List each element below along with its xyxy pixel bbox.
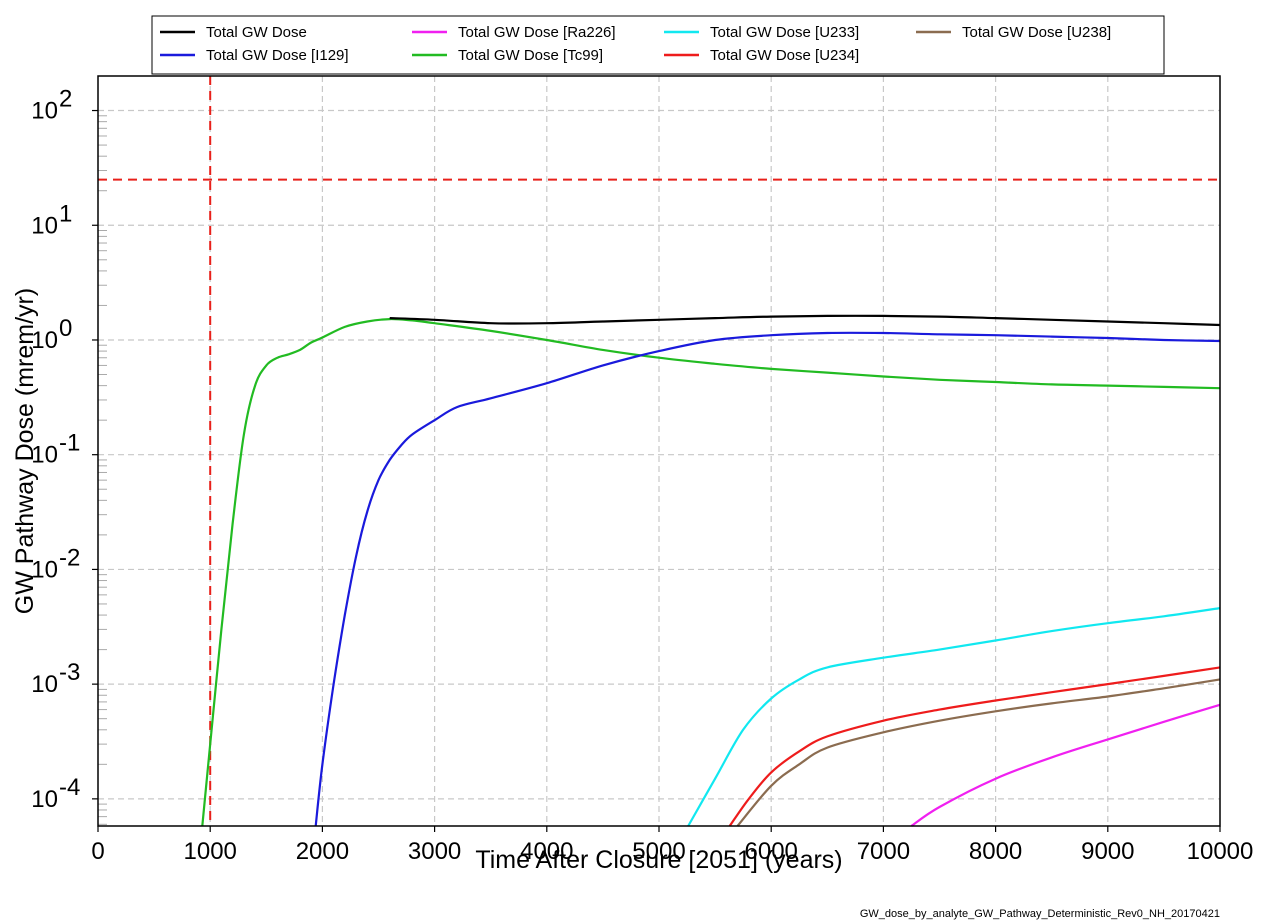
x-tick-label: 10000: [1187, 838, 1254, 865]
x-tick-label: 5000: [632, 838, 685, 865]
series-group: [201, 314, 1221, 827]
y-tick-label: 10: [31, 442, 58, 469]
y-tick-exponent: 0: [59, 315, 72, 342]
x-axis-title: Time After Closure [2051] (years): [475, 846, 842, 874]
x-tick-label: 0: [91, 838, 104, 865]
legend-label: Total GW Dose [U234]: [710, 47, 859, 64]
legend-label: Total GW Dose [Tc99]: [458, 47, 603, 64]
y-axis-title: GW Pathway Dose (mrem/yr): [11, 288, 39, 614]
y-tick-label: 10: [31, 786, 58, 813]
y-tick-label: 10: [31, 556, 58, 583]
x-tick-label: 7000: [857, 838, 910, 865]
y-tick-exponent: -4: [59, 774, 80, 801]
legend-label: Total GW Dose [U233]: [710, 24, 859, 41]
y-tick-exponent: -2: [59, 544, 80, 571]
x-tick-label: 3000: [408, 838, 461, 865]
reference-lines: [98, 76, 1220, 826]
y-minor-ticks: [98, 115, 107, 825]
series-line: [687, 607, 1221, 827]
footer-filename: GW_dose_by_analyte_GW_Pathway_Determinis…: [860, 908, 1220, 920]
series-line: [736, 678, 1221, 827]
y-tick-label: 10: [31, 671, 58, 698]
x-tick-label: 9000: [1081, 838, 1134, 865]
series-line: [314, 331, 1221, 827]
series-line: [910, 703, 1221, 827]
series-line: [389, 314, 1221, 327]
legend-box: [151, 15, 1165, 75]
x-tick-label: 2000: [296, 838, 349, 865]
y-tick-exponent: 1: [59, 200, 72, 227]
x-tick-label: 4000: [520, 838, 573, 865]
x-tick-label: 6000: [745, 838, 798, 865]
series-line: [728, 666, 1221, 827]
legend-label: Total GW Dose [U238]: [962, 24, 1111, 41]
y-tick-exponent: 2: [59, 86, 72, 113]
legend-label: Total GW Dose [Ra226]: [458, 24, 616, 41]
grid: [98, 76, 1220, 826]
y-tick-exponent: -3: [59, 659, 80, 686]
legend: Total GW Dose Total GW Dose [I129] Total G…: [151, 15, 1165, 75]
y-tick-label: 10: [31, 327, 58, 354]
y-tick-label: 10: [31, 98, 58, 125]
y-tick-label: 10: [31, 212, 58, 239]
x-tick-label: 1000: [184, 838, 237, 865]
x-tick-label: 8000: [969, 838, 1022, 865]
x-tick-labels: 0 1000 2000 3000 4000 5000 6000 7000 8000 9000 100…: [91, 826, 1253, 865]
y-tick-exponent: -1: [59, 430, 80, 457]
legend-label: Total GW Dose: [206, 24, 307, 41]
legend-label: Total GW Dose [I129]: [206, 47, 349, 64]
